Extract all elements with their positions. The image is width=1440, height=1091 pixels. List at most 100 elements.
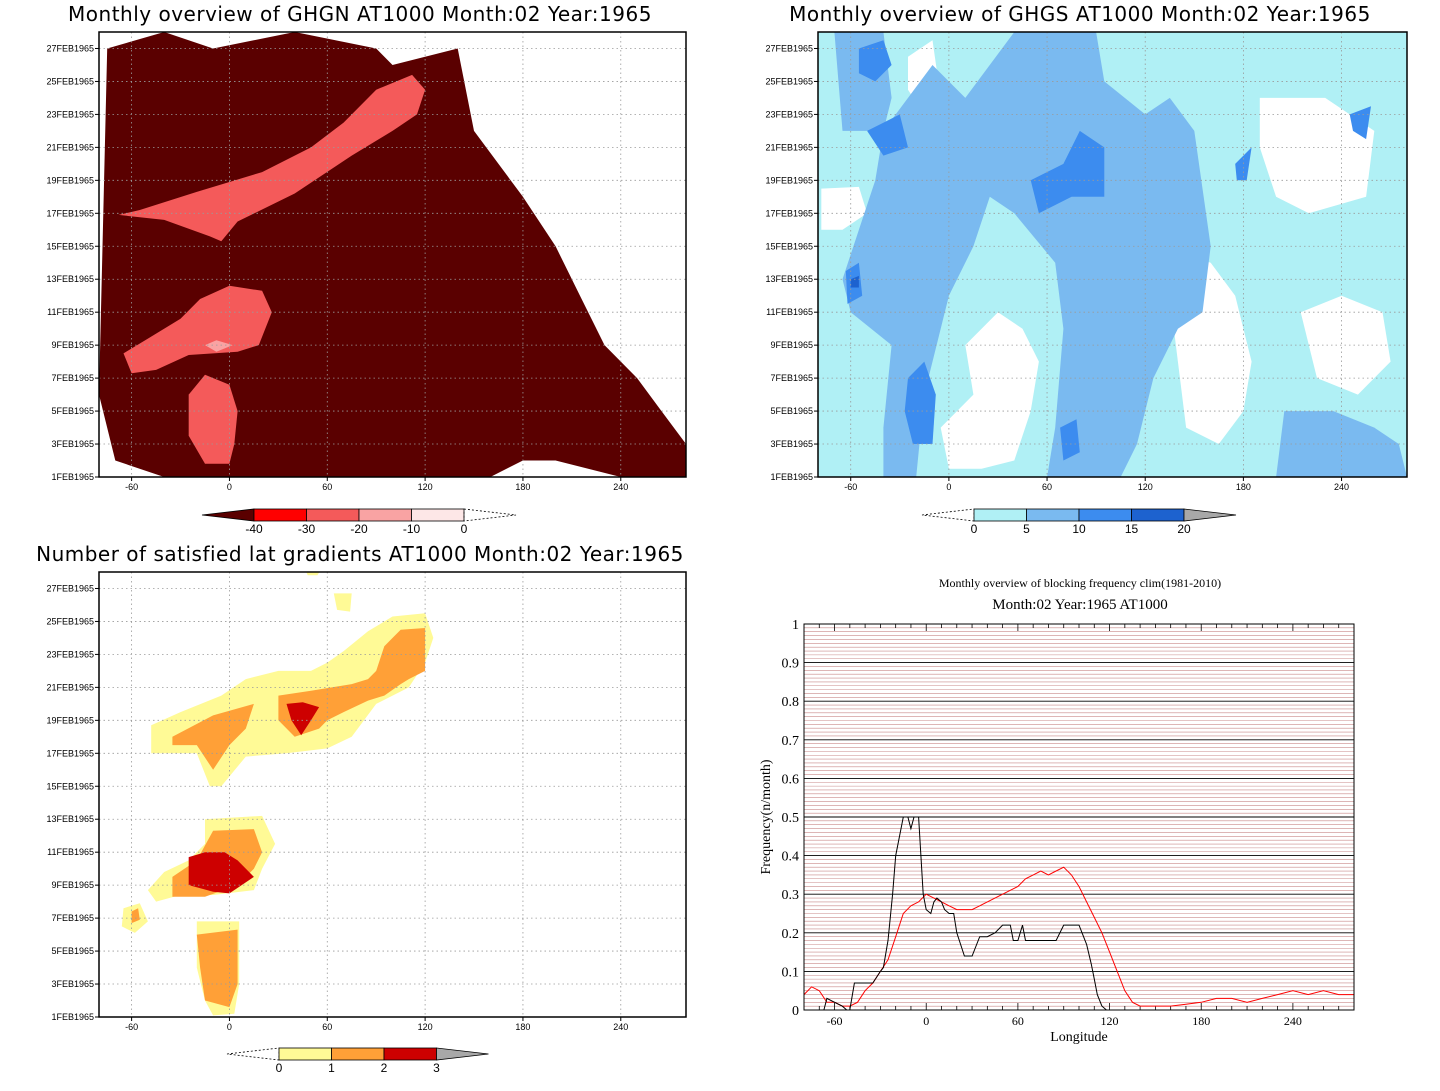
blocking-xtick-label: 240 [1284,1014,1302,1028]
ghgs-xtick-label: 120 [1138,482,1153,492]
gradients-colorbar-box [278,1047,332,1061]
gradients-frame [98,571,687,1018]
ghgs-ytick-label: 3FEB1965 [770,439,813,449]
gradients-contours [121,572,434,1016]
ghgn-ytick-label: 15FEB1965 [46,241,94,251]
ghgn-contour-region [99,32,686,477]
ghgs-contours [818,32,1407,477]
gradients-colorbar-upper-triangle [436,1047,489,1061]
ghgs-frame [817,31,1408,478]
ghgs-ytick-label: 23FEB1965 [765,109,813,119]
ghgs-xtick-label: 240 [1334,482,1349,492]
ghgn-xtick-label: 0 [227,482,232,492]
gradients-ytick-label: 9FEB1965 [51,880,94,890]
blocking-chart: 0 0.1 0.2 0.3 0.4 0.5 0.6 0.7 0.8 0.9 1 -60 0 60 120 18… [759,618,1355,1045]
ghgn-colorbar-box [411,508,465,522]
gradients-contour-region [306,572,320,576]
gradients-panel: Number of satisfied lat gradients AT1000… [0,540,720,1091]
ghgn-colorbar-box [306,508,360,522]
ghgs-contour-region [1030,130,1105,214]
blocking-xtick-label: 60 [1012,1014,1024,1028]
ghgn-ytick-label: 17FEB1965 [46,208,94,218]
blocking-xtick-label: -60 [827,1014,843,1028]
ghgs-ytick-label: 7FEB1965 [770,373,813,383]
blocking-xtick-label: 180 [1192,1014,1210,1028]
ghgs-ytick-label: 25FEB1965 [765,76,813,86]
ghgs-xtick-label: 180 [1236,482,1251,492]
ghgn-xtick-label: 180 [515,482,530,492]
ghgn-colorbar-label: -40 [245,522,263,536]
blocking-series-group [804,816,1354,1011]
gradients-ytick-label: 13FEB1965 [46,814,94,824]
blocking-yaxis-title: Frequency(n/month) [759,759,774,874]
blocking-frame [803,623,1355,1011]
blocking-xtick-label: 120 [1101,1014,1119,1028]
ghgs-colorbar-label: 5 [1023,522,1030,536]
ghgs-contour-region [821,186,868,230]
gradients-ytick-label: 23FEB1965 [46,649,94,659]
ghgs-colorbar-lower-triangle [921,508,975,522]
ghgn-colorbar-box [253,508,307,522]
ghgs-contour-region [904,361,936,444]
gradients-ytick-label: 5FEB1965 [51,946,94,956]
ghgs-colorbar-label: 10 [1072,522,1086,536]
ghgs-colorbar-box [1026,508,1080,522]
ghgn-colorbar-box [358,508,412,522]
ghgn-ytick-label: 27FEB1965 [46,43,94,53]
ghgs-contour-region [850,275,859,288]
ghgn-colorbar-label: 0 [461,522,468,536]
gradients-xtick-label: 0 [227,1022,232,1032]
blocking-ytick-label: 0.3 [782,888,800,903]
ghgs-contour-region [940,312,1039,469]
ghgn-chart: 1FEB1965 3FEB1965 5FEB1965 7FEB1965 9FEB1965… [46,31,687,536]
ghgs-ytick-label: 13FEB1965 [765,274,813,284]
ghgn-xtick-label: 60 [322,482,332,492]
ghgs-panel: Monthly overview of GHGS AT1000 Month:02… [720,0,1440,545]
ghgs-contour-region [1060,419,1080,461]
gradients-colorbar-box [383,1047,437,1061]
gradients-xtick-label: 120 [418,1022,433,1032]
ghgn-panel: Monthly overview of GHGN AT1000 Month:02… [0,0,720,545]
ghgs-xtick-label: -60 [844,482,857,492]
ghgn-ytick-label: 11FEB1965 [47,307,94,317]
ghgn-contours [99,32,686,477]
ghgs-ytick-label: 15FEB1965 [765,241,813,251]
ghgn-colorbar-label: -10 [403,522,421,536]
ghgs-colorbar-box [1078,508,1132,522]
ghgn-contour-region [188,374,238,464]
gradients-ytick-label: 21FEB1965 [46,682,94,692]
gradients-ytick-label: 19FEB1965 [46,715,94,725]
ghgn-colorbar-lower-triangle [201,508,255,522]
gradients-contour-region [196,929,238,1008]
blocking-subtitle: Month:02 Year:1965 AT1000 [992,597,1168,613]
gradients-contour-region [172,703,254,770]
blocking-ytick-label: 0.7 [782,734,800,749]
blocking-ytick-label: 0.6 [782,772,800,787]
ghgn-contour-region [123,285,272,374]
ghgn-contour-region [118,74,426,242]
ghgs-contour-region [842,32,1211,477]
ghgn-colorbar-upper-triangle [463,508,517,522]
blocking-title: Monthly overview of blocking frequency c… [938,576,1222,590]
ghgs-colorbar-label: 15 [1125,522,1139,536]
ghgs-contour-region [858,40,892,82]
ghgn-xtick-label: 240 [613,482,628,492]
ghgn-ytick-label: 7FEB1965 [51,373,94,383]
ghgs-contour-region [867,114,908,156]
ghgn-xtick-label: 120 [418,482,433,492]
ghgs-ytick-label: 5FEB1965 [770,406,813,416]
gradients-contour-region [131,908,140,924]
gradients-ytick-label: 11FEB1965 [47,847,94,857]
ghgs-ytick-label: 1FEB1965 [770,472,813,482]
ghgn-ytick-label: 3FEB1965 [51,439,94,449]
ghgs-ytick-label: 17FEB1965 [765,208,813,218]
blocking-series-black-line [804,816,1354,1011]
ghgn-ytick-label: 23FEB1965 [46,109,94,119]
ghgn-xtick-label: -60 [125,482,138,492]
blocking-xaxis-title: Longitude [1050,1030,1108,1045]
blocking-ytick-label: 0.9 [782,657,800,672]
ghgn-ytick-label: 9FEB1965 [51,340,94,350]
ghgs-contour-region [1276,411,1407,477]
blocking-ytick-label: 0.8 [782,695,800,710]
gradients-colorbar-label: 1 [328,1061,335,1075]
